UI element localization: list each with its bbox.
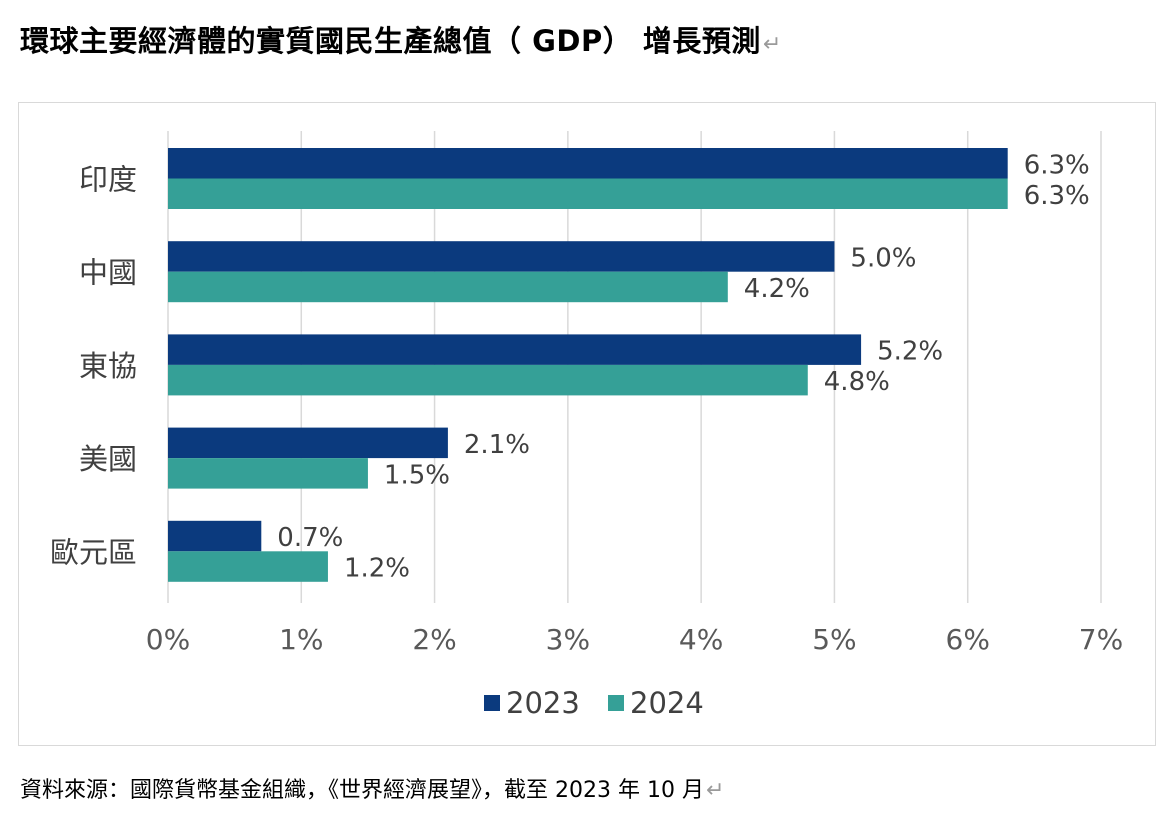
chart-title: 環球主要經濟體的實質國民生產總值（ GDP） 增長預測↵	[20, 18, 782, 60]
legend-swatch	[484, 695, 500, 711]
data-label: 1.5%	[384, 460, 450, 490]
x-tick-label: 3%	[546, 623, 590, 656]
x-tick-label: 2%	[412, 623, 456, 656]
bar	[168, 241, 835, 272]
legend-label: 2023	[506, 686, 580, 720]
source-note: 資料來源：國際貨幣基金組織，《世界經濟展望》，截至 2023 年 10 月↵	[20, 772, 724, 804]
paragraph-mark-icon: ↵	[762, 32, 782, 57]
bar	[168, 458, 368, 489]
bar	[168, 427, 448, 459]
data-label: 0.7%	[277, 523, 343, 553]
data-label: 6.3%	[1024, 181, 1090, 211]
bar	[168, 364, 808, 396]
x-tick-label: 6%	[946, 623, 990, 656]
bar	[168, 520, 262, 552]
data-label: 4.2%	[744, 274, 810, 304]
bar	[168, 148, 1008, 179]
chart-title-text: 環球主要經濟體的實質國民生產總值（ GDP） 增長預測	[20, 24, 761, 58]
paragraph-mark-icon: ↵	[705, 778, 725, 803]
data-label: 5.0%	[850, 243, 916, 273]
x-tick-label: 5%	[812, 623, 856, 656]
legend-label: 2024	[630, 686, 704, 720]
category-label: 美國	[79, 442, 137, 476]
bar	[168, 551, 328, 582]
legend-swatch	[608, 695, 624, 711]
data-label: 5.2%	[877, 337, 943, 367]
bar	[168, 178, 1008, 209]
category-label: 中國	[79, 256, 137, 290]
x-tick-label: 0%	[146, 623, 190, 656]
bar	[168, 271, 728, 303]
x-tick-label: 7%	[1079, 623, 1123, 656]
data-label: 2.1%	[464, 430, 530, 460]
data-label: 4.8%	[824, 367, 890, 397]
category-label: 歐元區	[50, 535, 137, 569]
x-tick-label: 1%	[279, 623, 323, 656]
source-text: 資料來源：國際貨幣基金組織，《世界經濟展望》，截至 2023 年 10 月	[20, 778, 704, 803]
bar-chart: 0% 1% 2% 3% 4% 5% 6% 7% 印度 6.3%6.3% 中國 5.0% 4.2% 東協 5.…	[50, 131, 1123, 720]
bar	[168, 334, 862, 365]
category-label: 東協	[79, 349, 137, 383]
x-tick-label: 4%	[679, 623, 723, 656]
data-label: 6.3%	[1024, 150, 1090, 180]
data-label: 1.2%	[344, 554, 410, 584]
category-label: 印度	[79, 163, 137, 197]
chart-area: 0% 1% 2% 3% 4% 5% 6% 7% 印度 6.3% 6.3% 中國 5.0% 4.2% 東協 5.…	[18, 102, 1156, 746]
